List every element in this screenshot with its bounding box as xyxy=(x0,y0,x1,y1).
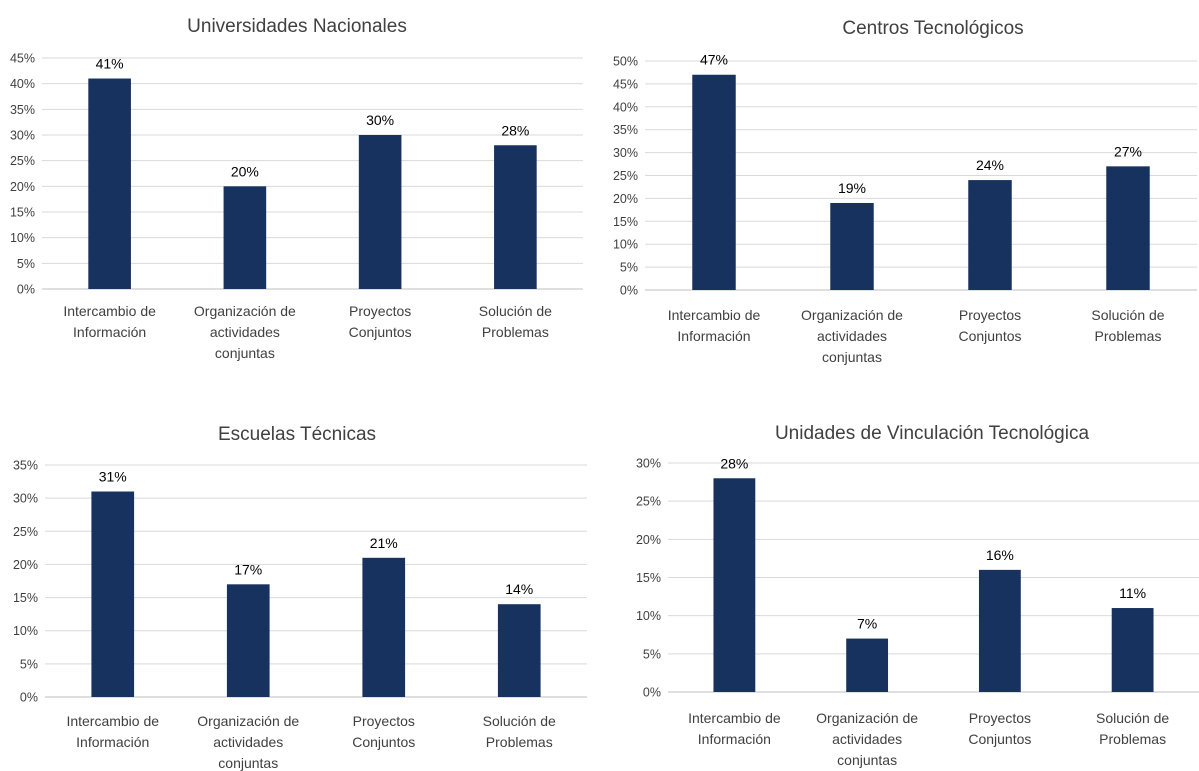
y-tick-label: 5% xyxy=(643,647,661,661)
y-tick-label: 30% xyxy=(613,146,638,160)
y-tick-label: 50% xyxy=(613,55,638,69)
category-label: Intercambio de Información xyxy=(668,307,761,344)
bar xyxy=(1106,166,1150,290)
category-label: Solución de Problemas xyxy=(483,713,556,750)
bar xyxy=(88,78,131,290)
chart-4: Unidades de Vinculación Tecnológica 0% 5% 1… xyxy=(636,423,1199,768)
y-tick-label: 10% xyxy=(10,231,35,245)
data-label: 16% xyxy=(986,547,1014,563)
category-label: Organización de actividades conjuntas xyxy=(194,303,296,361)
y-tick-label: 0% xyxy=(17,283,35,297)
category-label: Organización de actividades conjuntas xyxy=(197,713,299,771)
y-tick-label: 30% xyxy=(636,457,661,471)
bar xyxy=(362,557,406,697)
data-label: 19% xyxy=(838,180,866,196)
y-tick-label: 35% xyxy=(613,123,638,137)
y-tick-label: 30% xyxy=(13,492,38,506)
chart-panel-2: Centros Tecnológicos 0% 5% 10% 15% 20% 25% 30% 3… xyxy=(600,0,1199,385)
chart-panel-4: Unidades de Vinculación Tecnológica 0% 5% 1… xyxy=(600,400,1199,771)
y-tick-label: 5% xyxy=(20,657,38,671)
bar xyxy=(494,145,537,289)
category-label: Proyectos Conjuntos xyxy=(958,307,1021,344)
y-tick-label: 15% xyxy=(10,206,35,220)
category-label: Organización de actividades conjuntas xyxy=(816,710,918,768)
y-tick-label: 25% xyxy=(10,154,35,168)
chart-2: Centros Tecnológicos 0% 5% 10% 15% 20% 25% 30% 3… xyxy=(613,18,1197,365)
data-label: 20% xyxy=(231,163,259,179)
chart-title: Unidades de Vinculación Tecnológica xyxy=(775,423,1090,444)
chart-panel-3: Escuelas Técnicas 0% 5% 10% 15% 20% 25% 30% 35% 3… xyxy=(0,400,590,771)
chart-panel-1: Universidades Nacionales 0% 5% 10% 15% 20% 25%… xyxy=(0,0,590,385)
y-tick-label: 10% xyxy=(613,238,638,252)
y-tick-label: 5% xyxy=(17,257,35,271)
y-tick-label: 30% xyxy=(10,129,35,143)
data-label: 14% xyxy=(505,581,533,597)
y-tick-label: 0% xyxy=(643,686,661,700)
y-tick-label: 25% xyxy=(636,495,661,509)
data-label: 28% xyxy=(720,455,748,471)
y-tick-label: 40% xyxy=(10,77,35,91)
bar xyxy=(968,180,1012,290)
y-tick-label: 20% xyxy=(636,533,661,547)
y-tick-label: 40% xyxy=(613,100,638,114)
y-tick-label: 25% xyxy=(613,169,638,183)
y-tick-label: 10% xyxy=(13,624,38,638)
data-label: 21% xyxy=(370,535,398,551)
chart-title: Centros Tecnológicos xyxy=(842,18,1023,39)
y-tick-label: 0% xyxy=(20,691,38,705)
data-label: 24% xyxy=(976,157,1004,173)
chart-3: Escuelas Técnicas 0% 5% 10% 15% 20% 25% 30% 35% 3… xyxy=(13,424,587,771)
category-label: Solución de Problemas xyxy=(1096,710,1169,747)
y-tick-label: 15% xyxy=(613,215,638,229)
chart-1: Universidades Nacionales 0% 5% 10% 15% 20% 25%… xyxy=(10,16,583,361)
y-tick-label: 15% xyxy=(13,591,38,605)
bar xyxy=(978,569,1021,692)
data-label: 47% xyxy=(700,52,728,68)
bar xyxy=(830,202,874,290)
y-tick-label: 20% xyxy=(613,192,638,206)
y-tick-label: 35% xyxy=(10,103,35,117)
bar xyxy=(692,74,736,291)
category-label: Organización de actividades conjuntas xyxy=(801,307,903,365)
y-tick-label: 25% xyxy=(13,525,38,539)
y-tick-label: 35% xyxy=(13,459,38,473)
category-label: Proyectos Conjuntos xyxy=(352,713,415,750)
bar xyxy=(91,491,135,697)
category-label: Solución de Problemas xyxy=(1091,307,1164,344)
y-tick-label: 45% xyxy=(613,77,638,91)
category-label: Proyectos Conjuntos xyxy=(349,303,412,340)
y-tick-label: 10% xyxy=(636,609,661,623)
category-label: Intercambio de Información xyxy=(63,303,156,340)
bar xyxy=(497,604,541,697)
data-label: 30% xyxy=(366,112,394,128)
chart-title: Universidades Nacionales xyxy=(187,16,407,37)
data-label: 7% xyxy=(857,616,877,632)
data-label: 41% xyxy=(96,56,124,72)
bar xyxy=(226,584,270,697)
bar xyxy=(1111,608,1154,692)
y-tick-label: 20% xyxy=(13,558,38,572)
category-label: Intercambio de Información xyxy=(66,713,159,750)
y-tick-label: 15% xyxy=(636,571,661,585)
data-label: 28% xyxy=(501,122,529,138)
y-tick-label: 45% xyxy=(10,52,35,66)
data-label: 31% xyxy=(99,469,127,485)
data-label: 27% xyxy=(1114,143,1142,159)
category-label: Proyectos Conjuntos xyxy=(968,710,1031,747)
chart-title: Escuelas Técnicas xyxy=(218,424,376,445)
bar xyxy=(846,638,889,692)
y-tick-label: 20% xyxy=(10,180,35,194)
bar xyxy=(223,186,267,289)
bar xyxy=(358,135,402,289)
y-tick-label: 0% xyxy=(620,284,638,298)
data-label: 17% xyxy=(234,561,262,577)
bar xyxy=(713,478,756,692)
y-tick-label: 5% xyxy=(620,261,638,275)
data-label: 11% xyxy=(1119,585,1146,601)
category-label: Solución de Problemas xyxy=(479,303,552,340)
category-label: Intercambio de Información xyxy=(688,710,781,747)
